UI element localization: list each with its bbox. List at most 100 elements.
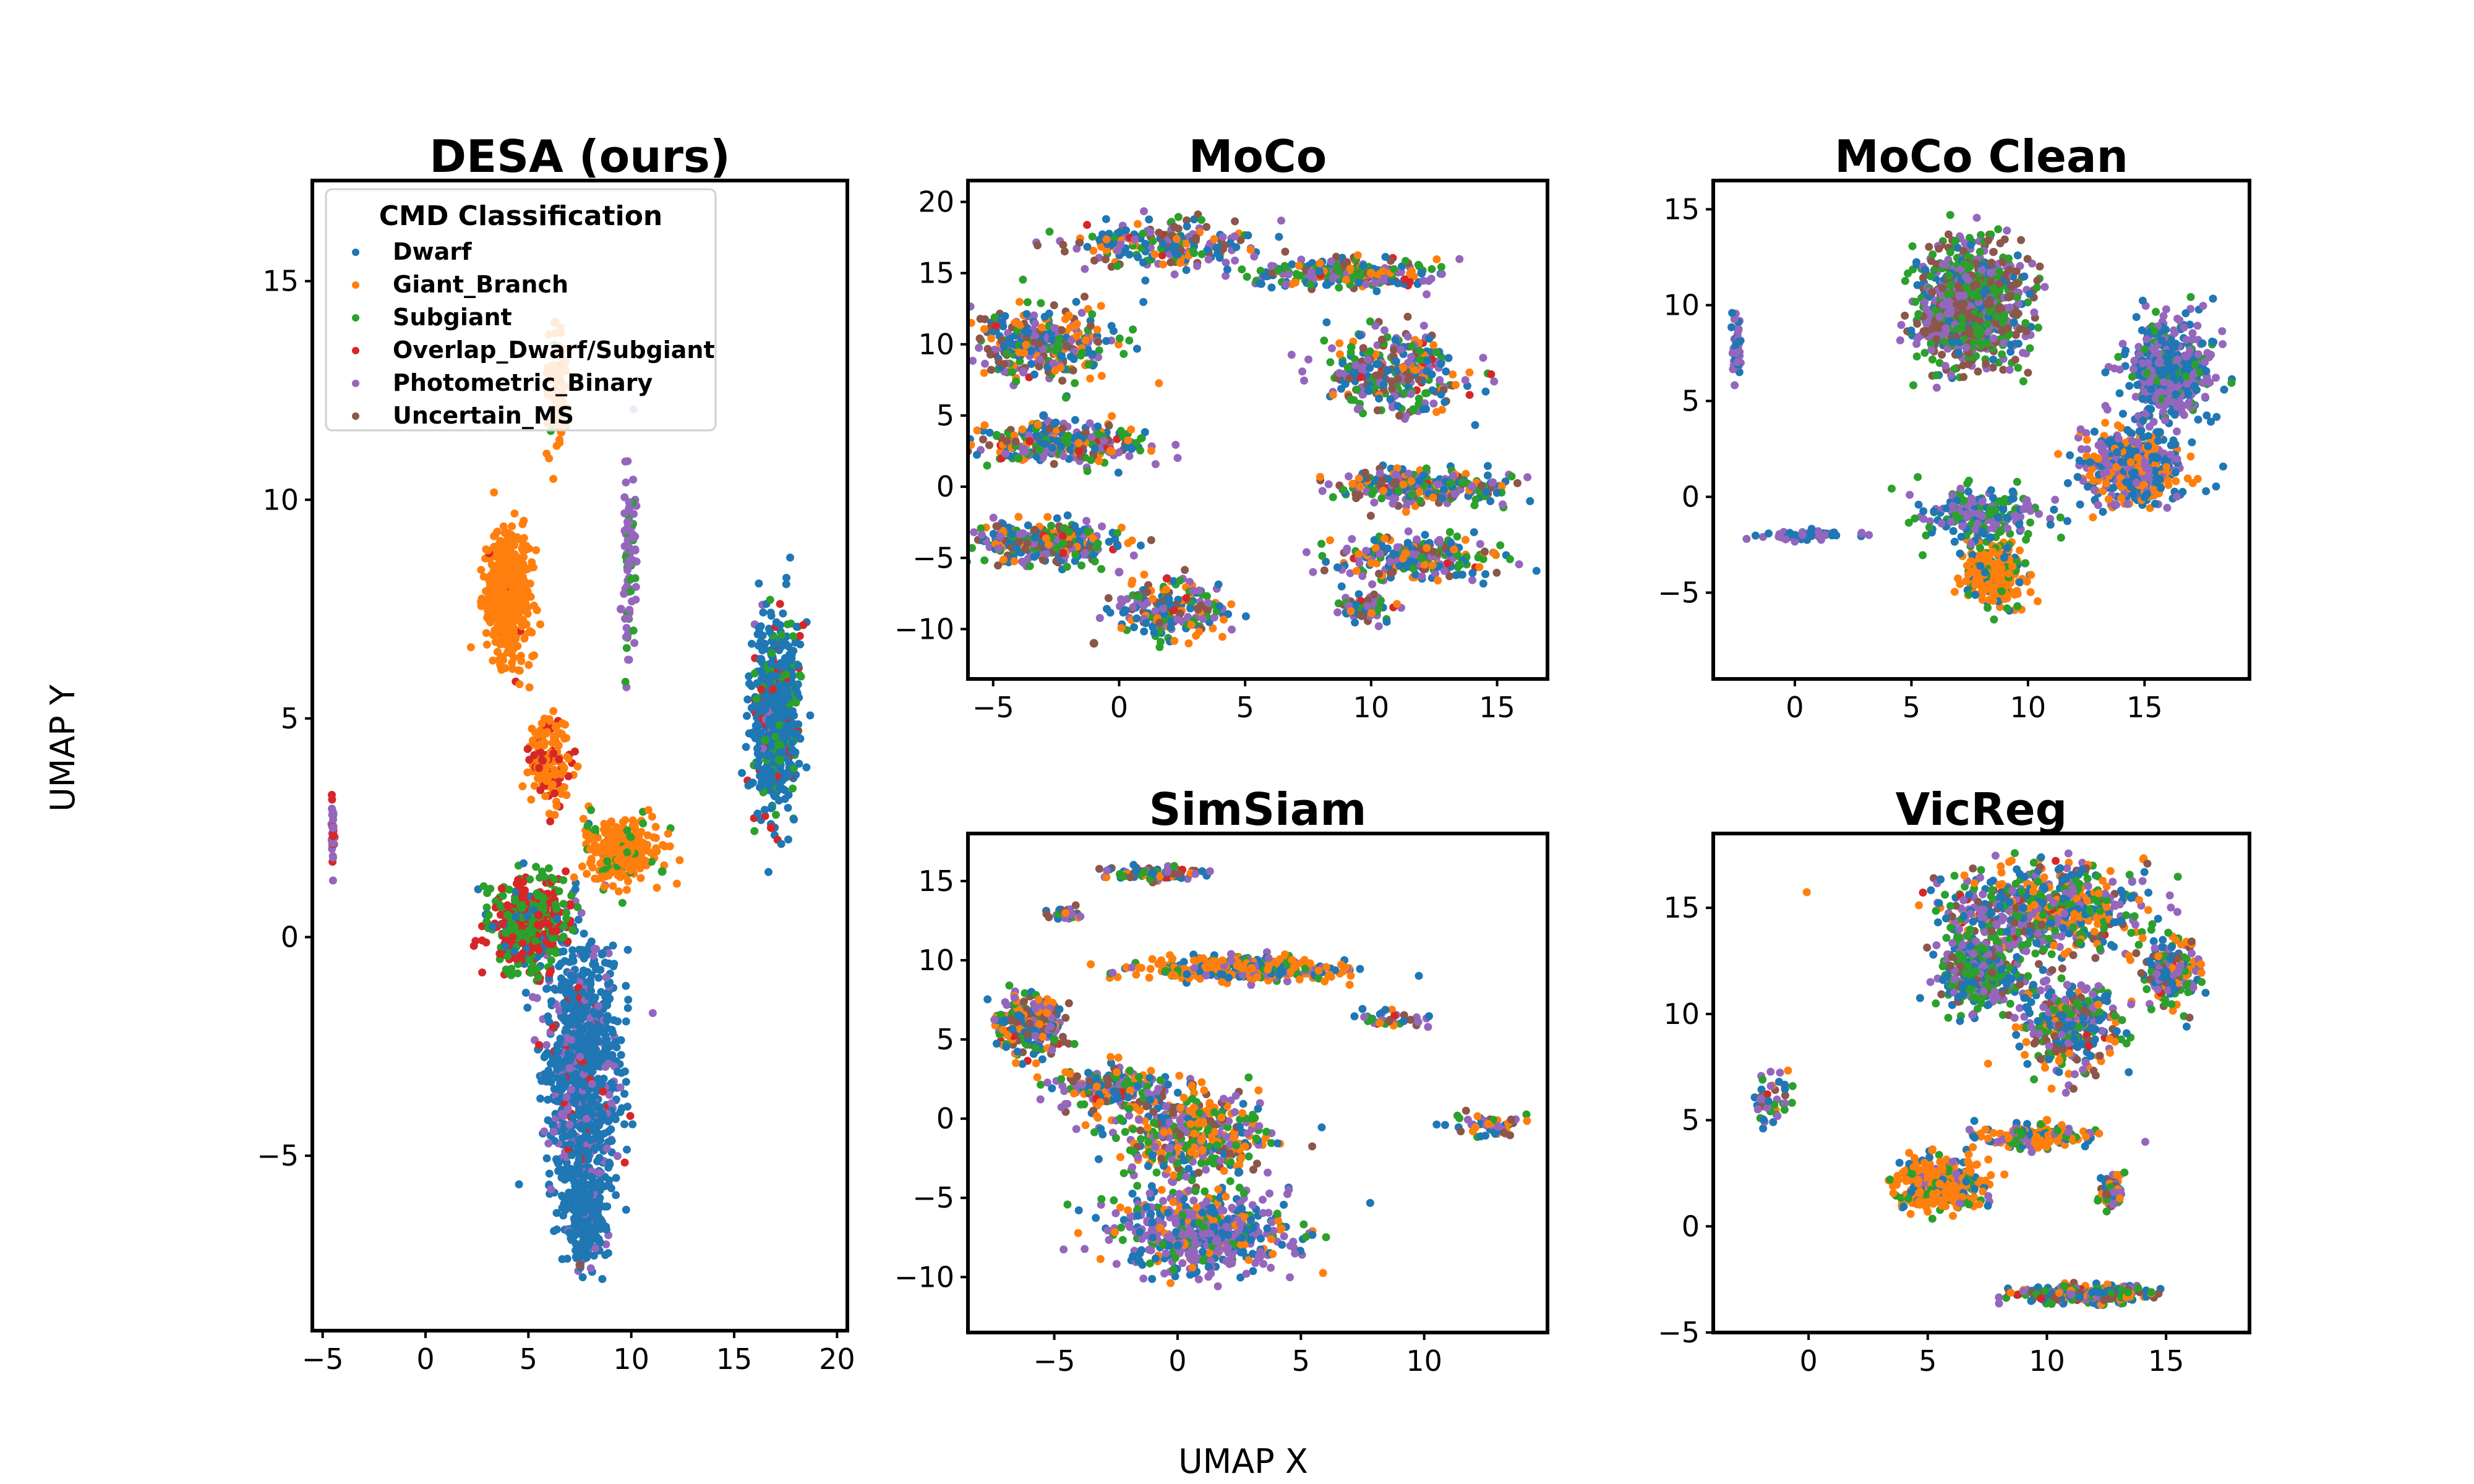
data-point <box>1042 534 1050 543</box>
chart-title: DESA (ours) <box>429 130 730 182</box>
data-point <box>547 1070 556 1079</box>
data-point <box>541 1051 550 1059</box>
data-point <box>497 665 506 674</box>
data-point <box>556 729 565 738</box>
data-point <box>571 1070 580 1078</box>
data-point <box>1231 256 1239 265</box>
data-point <box>1232 243 1241 252</box>
data-point <box>767 804 775 812</box>
data-point <box>1173 250 1182 259</box>
data-point <box>1057 351 1066 360</box>
data-point <box>578 1273 587 1282</box>
data-point <box>595 1078 603 1087</box>
data-point <box>785 720 794 729</box>
data-point <box>602 1226 610 1234</box>
data-point <box>491 531 500 539</box>
data-point <box>1032 430 1041 439</box>
data-point <box>981 359 989 368</box>
data-point <box>1001 450 1010 458</box>
data-point <box>538 772 546 781</box>
data-point <box>554 1047 562 1056</box>
data-point <box>1113 247 1122 255</box>
data-point <box>776 600 784 608</box>
data-point <box>517 922 526 931</box>
data-point <box>672 879 681 888</box>
data-point <box>1334 267 1342 275</box>
data-point <box>1174 224 1183 233</box>
data-point <box>614 1017 622 1026</box>
data-point <box>1132 614 1141 623</box>
data-point <box>1147 446 1155 455</box>
points-layer <box>968 207 1541 651</box>
data-point <box>745 680 753 688</box>
data-point <box>1063 511 1072 519</box>
y-tick-label: 15 <box>262 265 299 298</box>
data-point <box>594 1169 603 1177</box>
data-point <box>503 952 511 960</box>
data-point <box>578 1229 586 1237</box>
data-point <box>795 759 803 768</box>
data-point <box>1063 563 1071 571</box>
data-point <box>620 1120 628 1128</box>
data-point <box>617 1051 625 1059</box>
data-point <box>1035 446 1044 454</box>
data-point <box>482 641 491 649</box>
data-point <box>1059 548 1068 557</box>
data-point <box>765 677 774 686</box>
data-point <box>1230 232 1239 241</box>
data-point <box>1097 565 1106 573</box>
data-point <box>1202 592 1211 600</box>
data-point <box>510 923 519 931</box>
data-point <box>1182 266 1191 275</box>
data-point <box>597 874 606 882</box>
data-point <box>1019 367 1028 375</box>
data-point <box>592 1216 601 1225</box>
data-point <box>1021 327 1029 336</box>
data-point <box>1267 283 1276 292</box>
data-point <box>508 665 517 673</box>
data-point <box>591 874 599 883</box>
data-point <box>555 887 563 895</box>
data-point <box>1055 335 1063 344</box>
data-point <box>531 728 540 737</box>
data-point <box>497 884 506 893</box>
data-point <box>567 1085 576 1094</box>
data-point <box>743 695 752 704</box>
data-point <box>489 566 498 575</box>
data-point <box>1088 232 1097 241</box>
data-point <box>747 639 756 648</box>
data-point <box>587 937 596 946</box>
data-point <box>1151 607 1160 615</box>
data-point <box>523 1004 532 1012</box>
data-point <box>500 565 508 573</box>
data-point <box>1048 336 1056 344</box>
data-point <box>1095 346 1103 355</box>
data-point <box>568 1151 576 1159</box>
data-point <box>533 741 542 750</box>
data-point <box>1097 372 1106 380</box>
data-point <box>1187 621 1196 629</box>
data-point <box>1015 537 1023 546</box>
data-point <box>1010 557 1019 566</box>
data-point <box>1315 267 1324 276</box>
data-point <box>575 1167 583 1175</box>
data-point <box>496 901 505 910</box>
data-point <box>493 647 502 656</box>
data-point <box>792 698 800 707</box>
data-point <box>615 869 623 878</box>
data-point <box>1102 235 1111 244</box>
data-point <box>621 457 630 466</box>
data-point <box>790 711 798 720</box>
data-point <box>1349 273 1358 281</box>
data-point <box>523 587 531 595</box>
data-point <box>1059 539 1068 547</box>
data-point <box>1128 576 1137 585</box>
data-point <box>771 733 780 741</box>
data-point <box>1342 276 1350 284</box>
data-point <box>567 1004 575 1013</box>
data-point <box>570 873 578 882</box>
series-point <box>617 605 625 614</box>
data-point <box>628 1120 637 1128</box>
data-point <box>983 461 991 470</box>
